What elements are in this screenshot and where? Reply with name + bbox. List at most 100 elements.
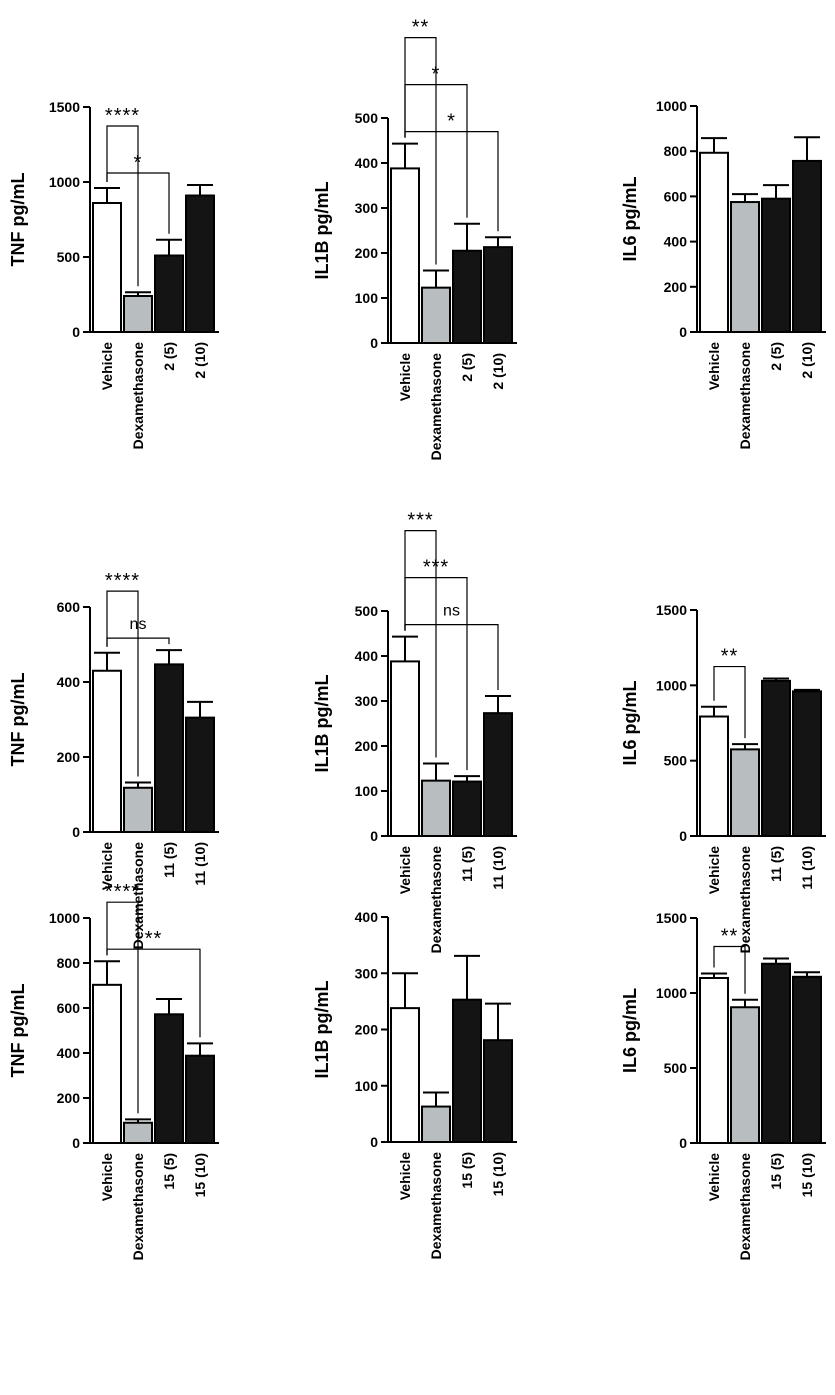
- bar-vehicle: [92, 983, 122, 1145]
- y-tick-label: 1000: [49, 174, 80, 190]
- category-label: Dexamethasone: [130, 842, 146, 950]
- bar-11-5: [761, 679, 791, 838]
- y-tick-label: 400: [355, 155, 379, 171]
- category-label: Vehicle: [397, 1152, 413, 1200]
- bar-15-10: [792, 975, 822, 1144]
- y-tick-label: 1500: [656, 910, 687, 926]
- category-label: 2 (5): [459, 353, 475, 382]
- y-tick-label: 400: [57, 674, 81, 690]
- y-axis-label: IL1B pg/mL: [312, 980, 332, 1078]
- bar-dexamethasone: [421, 286, 451, 344]
- y-tick-label: 0: [370, 828, 378, 844]
- bar-2-5: [761, 197, 791, 333]
- significance-label: ***: [423, 557, 449, 579]
- y-tick-label: 0: [72, 824, 80, 840]
- y-tick-label: 300: [355, 965, 379, 981]
- category-label: 2 (10): [192, 342, 208, 379]
- y-tick-label: 200: [355, 738, 379, 754]
- y-tick-label: 200: [57, 749, 81, 765]
- significance-bracket: [404, 84, 468, 218]
- y-tick-label: 100: [355, 783, 379, 799]
- significance-label: *: [447, 111, 456, 133]
- chart-panel-9: 0 500 1000 1500 IL6 pg/mL Vehicle Dexamethason…: [620, 910, 826, 1260]
- category-label: Dexamethasone: [737, 342, 753, 450]
- y-tick-label: 400: [664, 234, 688, 250]
- category-label: 11 (10): [799, 846, 815, 890]
- significance-bracket: [106, 172, 170, 234]
- bar-vehicle: [92, 202, 122, 333]
- y-tick-label: 0: [370, 335, 378, 351]
- y-tick-label: 1500: [656, 602, 687, 618]
- y-tick-label: 800: [664, 143, 688, 159]
- category-label: Dexamethasone: [130, 1153, 146, 1261]
- y-axis-label: IL1B pg/mL: [312, 181, 332, 279]
- significance-label: *: [134, 152, 143, 174]
- y-axis-label: TNF pg/mL: [8, 984, 28, 1078]
- category-label: 2 (5): [161, 342, 177, 371]
- bar-15-5: [154, 1013, 184, 1144]
- significance-label: ***: [407, 510, 433, 532]
- y-tick-label: 600: [57, 599, 81, 615]
- category-label: 15 (10): [799, 1153, 815, 1197]
- bar-2-10: [792, 159, 822, 333]
- y-tick-label: 100: [355, 1078, 379, 1094]
- y-tick-label: 1000: [656, 677, 687, 693]
- y-tick-label: 200: [355, 1022, 379, 1038]
- significance-label: **: [145, 928, 163, 950]
- y-axis-label: TNF pg/mL: [8, 173, 28, 267]
- significance-label: **: [721, 926, 739, 948]
- bar-dexamethasone: [730, 748, 760, 837]
- bar-dexamethasone: [421, 779, 451, 838]
- category-label: 11 (5): [459, 846, 475, 882]
- significance-bracket: [713, 945, 746, 994]
- significance-bracket: [106, 901, 139, 1114]
- category-label: 2 (5): [768, 342, 784, 371]
- category-label: 2 (10): [799, 342, 815, 379]
- bar-vehicle: [390, 660, 420, 838]
- bar-dexamethasone: [421, 1105, 451, 1143]
- category-label: 11 (10): [192, 842, 208, 886]
- y-tick-label: 100: [355, 290, 379, 306]
- significance-label: **: [721, 646, 739, 668]
- y-tick-label: 1000: [49, 910, 80, 926]
- bar-11-5: [154, 663, 184, 833]
- category-label: 11 (5): [768, 846, 784, 882]
- y-axis-label: IL6 pg/mL: [620, 680, 640, 765]
- bar-15-5: [761, 962, 791, 1144]
- category-label: 15 (10): [192, 1153, 208, 1197]
- bar-2-10: [185, 194, 215, 333]
- y-tick-label: 500: [355, 603, 379, 619]
- significance-label: **: [412, 17, 430, 39]
- y-tick-label: 300: [355, 693, 379, 709]
- category-label: Vehicle: [99, 342, 115, 390]
- category-label: Vehicle: [397, 353, 413, 401]
- bar-dexamethasone: [123, 1121, 153, 1144]
- chart-panel-4: 0 200 400 600 TNF pg/mL Vehicle Dexamethasone 1…: [8, 570, 219, 949]
- category-label: Vehicle: [706, 1153, 722, 1201]
- y-axis-label: IL1B pg/mL: [312, 674, 332, 772]
- chart-panel-5: 0 100 200 300 400 500 IL1B pg/mL Vehicle Dexamet…: [312, 510, 517, 953]
- bar-11-10: [185, 716, 215, 833]
- significance-label: *: [432, 64, 441, 86]
- category-label: 11 (10): [490, 846, 506, 890]
- y-tick-label: 500: [664, 1060, 688, 1076]
- y-tick-label: 600: [57, 1000, 81, 1016]
- significance-bracket: [713, 665, 746, 739]
- bar-11-5: [452, 780, 482, 837]
- bar-2-5: [154, 254, 184, 333]
- category-label: Vehicle: [99, 842, 115, 890]
- bar-11-10: [483, 712, 513, 838]
- y-tick-label: 300: [355, 200, 379, 216]
- bar-vehicle: [699, 977, 729, 1144]
- bar-vehicle: [92, 669, 122, 833]
- bar-2-10: [483, 246, 513, 344]
- y-axis-label: IL6 pg/mL: [620, 176, 640, 261]
- y-tick-label: 0: [370, 1134, 378, 1150]
- chart-panel-2: 0 100 200 300 400 500 IL1B pg/mL Vehicle Dexamet…: [312, 17, 517, 460]
- significance-bracket: [404, 577, 468, 771]
- y-axis-label: TNF pg/mL: [8, 673, 28, 767]
- bar-vehicle: [699, 151, 729, 333]
- chart-panel-1: 0 500 1000 1500 TNF pg/mL Vehicle Dexamethason…: [8, 99, 219, 449]
- bar-vehicle: [390, 1007, 420, 1143]
- y-tick-label: 500: [355, 110, 379, 126]
